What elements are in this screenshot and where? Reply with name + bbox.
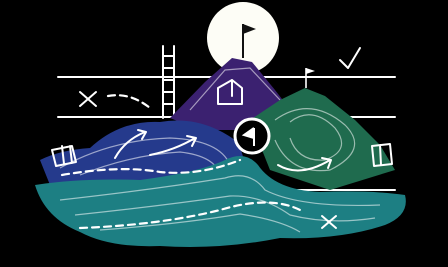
page	[0, 0, 448, 267]
illustration	[0, 0, 448, 267]
